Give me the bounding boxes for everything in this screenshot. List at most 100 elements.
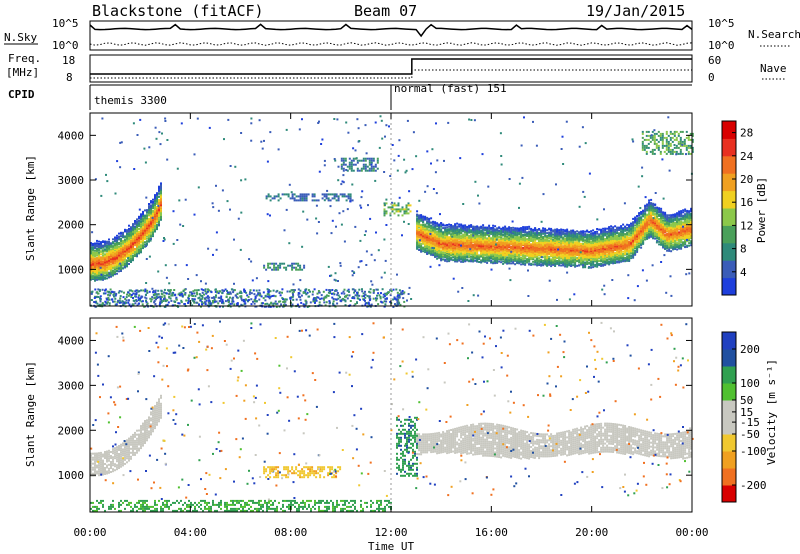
power-cell <box>576 237 579 240</box>
power-cell <box>98 267 100 270</box>
power-cell <box>498 232 501 235</box>
power-cell <box>440 232 443 235</box>
power-cell <box>496 249 499 251</box>
power-cell <box>478 228 481 231</box>
power-cell <box>532 228 535 231</box>
power-cell <box>572 264 575 267</box>
power-cell <box>114 262 116 265</box>
power-cell <box>522 229 525 232</box>
power-cell <box>128 235 130 237</box>
power-cell <box>460 235 463 238</box>
power-cell <box>416 233 419 236</box>
power-cell <box>152 209 154 212</box>
power-cell <box>588 237 591 239</box>
power-cell <box>596 255 599 258</box>
power-cell <box>502 262 505 265</box>
power-cell <box>552 242 555 245</box>
power-cell <box>130 249 132 252</box>
power-cell <box>480 260 483 263</box>
power-cell <box>156 223 158 226</box>
power-cell <box>584 261 587 264</box>
power-cell <box>126 238 128 241</box>
power-cell <box>534 232 537 235</box>
power-cell <box>464 240 467 243</box>
power-cell <box>450 256 453 259</box>
power-cell <box>468 246 471 249</box>
power-cell <box>510 245 513 248</box>
freq-panel-frame <box>89 54 693 83</box>
power-cell <box>444 242 447 245</box>
power-cell <box>424 225 427 228</box>
power-cell <box>584 265 587 268</box>
power-cell <box>568 260 571 263</box>
power-cell <box>442 236 445 239</box>
power-cell <box>446 236 449 239</box>
power-cell <box>526 245 529 248</box>
power-cell <box>552 262 555 265</box>
power-cell <box>572 259 575 262</box>
power-cell <box>532 258 535 261</box>
power-cell <box>150 213 152 215</box>
power-cell <box>108 259 110 262</box>
power-cell <box>566 257 569 260</box>
power-cell <box>558 237 561 240</box>
power-cell <box>500 229 503 232</box>
power-cell <box>418 229 421 231</box>
power-cell <box>504 246 507 249</box>
power-cell <box>468 242 471 245</box>
power-cell <box>418 226 421 229</box>
power-cell <box>582 236 585 239</box>
power-cell <box>466 246 469 249</box>
power-cell <box>466 237 469 240</box>
power-cell <box>582 252 585 255</box>
power-cell <box>110 248 112 251</box>
power-cell <box>470 233 473 236</box>
power-cell <box>132 234 134 237</box>
power-cell <box>466 259 469 261</box>
power-cell <box>448 231 451 234</box>
power-cell <box>526 253 529 256</box>
power-cell <box>156 227 158 230</box>
power-cell <box>118 245 120 248</box>
power-cell <box>604 230 607 233</box>
power-cell <box>158 201 160 204</box>
power-cell <box>434 238 437 241</box>
power-cell <box>566 259 569 262</box>
power-cell <box>518 243 521 246</box>
power-cell <box>600 255 603 258</box>
power-cell <box>464 238 467 241</box>
power-cell <box>544 238 547 241</box>
power-cell <box>140 244 142 247</box>
power-cell <box>422 248 425 251</box>
power-cell <box>600 228 603 231</box>
power-cell <box>440 245 443 248</box>
power-cell <box>110 259 112 262</box>
power-cell <box>604 253 607 255</box>
power-cell <box>470 236 473 239</box>
power-cell <box>536 241 539 244</box>
power-cell <box>504 225 507 228</box>
power-cell <box>562 245 565 248</box>
power-cell <box>136 225 138 228</box>
power-cell <box>158 206 160 209</box>
power-cell <box>154 202 156 205</box>
power-cell <box>580 238 583 241</box>
power-cell <box>604 240 607 243</box>
power-cell <box>160 218 162 221</box>
power-cell <box>492 257 495 260</box>
power-cell <box>432 227 435 230</box>
power-cell <box>506 232 509 235</box>
power-cell <box>552 246 555 249</box>
power-cell <box>570 258 573 261</box>
nsky-line <box>89 23 693 38</box>
power-cell <box>150 237 152 240</box>
power-cell <box>562 258 565 261</box>
power-cell <box>136 224 138 226</box>
power-cell <box>488 234 491 237</box>
power-cell <box>116 252 118 255</box>
power-cell <box>546 252 549 255</box>
power-cell <box>482 231 485 234</box>
power-cell <box>476 258 479 261</box>
power-cell <box>560 251 563 254</box>
power-cell <box>572 252 575 254</box>
